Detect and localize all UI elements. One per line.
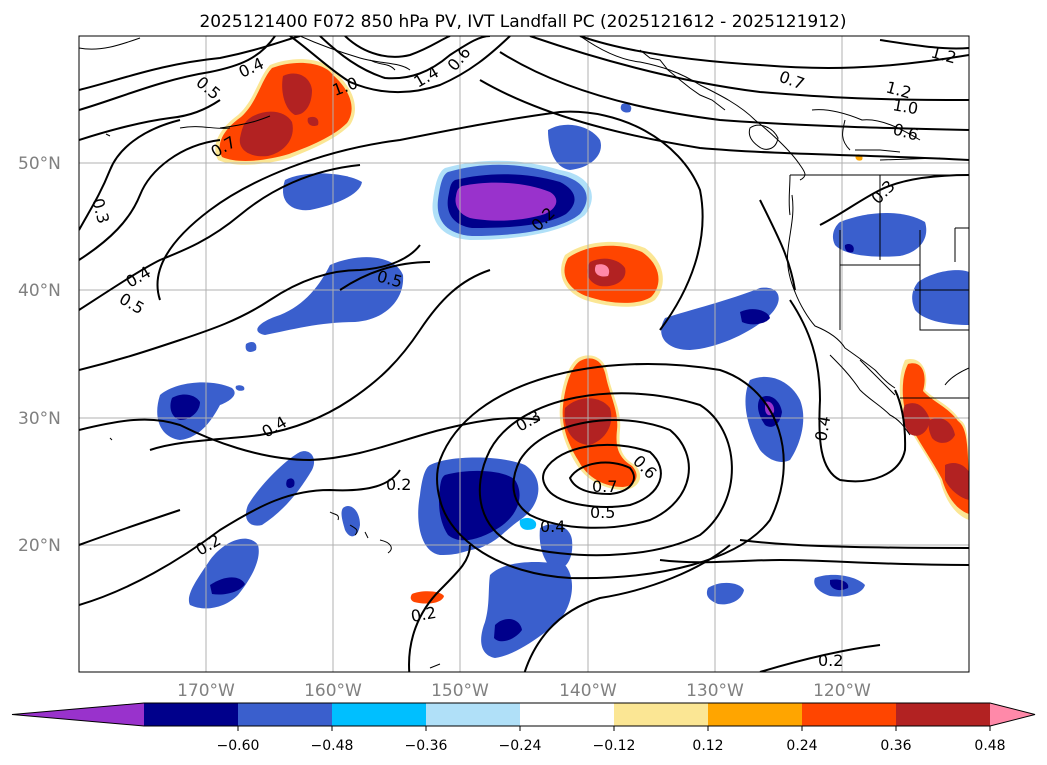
lat-tick-label: 50°N xyxy=(18,154,61,174)
colorbar-tick-label: −0.60 xyxy=(217,738,260,754)
contour-label: 0.2 xyxy=(386,475,411,494)
colorbar-outline xyxy=(11,702,1036,727)
lat-tick-label: 20°N xyxy=(18,536,61,556)
contour-label: 0.2 xyxy=(409,603,437,626)
colorbar-segment xyxy=(520,703,615,726)
colorbar-tick-label: −0.36 xyxy=(405,738,448,754)
contour-label: 0.7 xyxy=(592,477,617,496)
colorbar-extend-max xyxy=(990,703,1035,726)
map-frame xyxy=(78,35,970,673)
lon-tick-label: 150°W xyxy=(431,681,489,701)
colorbar-extend-min xyxy=(12,703,144,726)
lat-tick-labels: 20°N 30°N 40°N 50°N xyxy=(18,154,61,556)
colorbar-segment xyxy=(896,703,991,726)
lon-tick-label: 130°W xyxy=(686,681,744,701)
contour-label: 0.5 xyxy=(590,503,615,522)
colorbar-tick-label: −0.12 xyxy=(593,738,636,754)
colorbar-tick-label: −0.24 xyxy=(499,738,542,754)
lon-tick-label: 140°W xyxy=(559,681,617,701)
figure-title: 2025121400 F072 850 hPa PV, IVT Landfall… xyxy=(199,12,846,32)
lon-tick-label: 120°W xyxy=(813,681,871,701)
contour-label: 1.0 xyxy=(891,95,919,118)
contour-lines xyxy=(79,36,969,672)
map-panel: 1.2 0.7 1.2 1.0 0.6 0.4 0.5 0.7 1.4 0.6 … xyxy=(79,36,969,672)
colorbar-tick-label: 0.12 xyxy=(692,738,723,754)
lat-tick-label: 30°N xyxy=(18,409,61,429)
colorbar-segment xyxy=(332,703,427,726)
colorbar-segment xyxy=(802,703,897,726)
lat-tick-label: 40°N xyxy=(18,281,61,301)
colorbar-segment xyxy=(238,703,333,726)
colorbar-tick-label: 0.24 xyxy=(786,738,817,754)
colorbar-tick-label: −0.48 xyxy=(311,738,354,754)
colorbar: −0.60 −0.48 −0.36 −0.24 −0.12 0.12 0.24 0.36 0.4… xyxy=(11,702,1036,754)
colorbar-segment xyxy=(708,703,803,726)
lon-tick-label: 170°W xyxy=(177,681,235,701)
colorbar-tick-label: 0.36 xyxy=(880,738,911,754)
colorbar-segment xyxy=(144,703,239,726)
colorbar-segment xyxy=(426,703,521,726)
contour-label: 0.4 xyxy=(540,517,565,536)
colorbar-tick-label: 0.48 xyxy=(974,738,1005,754)
colorbar-segment xyxy=(614,703,709,726)
coastlines xyxy=(79,36,969,669)
contour-label: 0.4 xyxy=(811,414,834,442)
lon-tick-label: 160°W xyxy=(304,681,362,701)
contour-label: 0.2 xyxy=(818,651,843,670)
positive-shading xyxy=(215,59,969,604)
lon-tick-labels: 170°W 160°W 150°W 140°W 130°W 120°W xyxy=(177,681,871,701)
